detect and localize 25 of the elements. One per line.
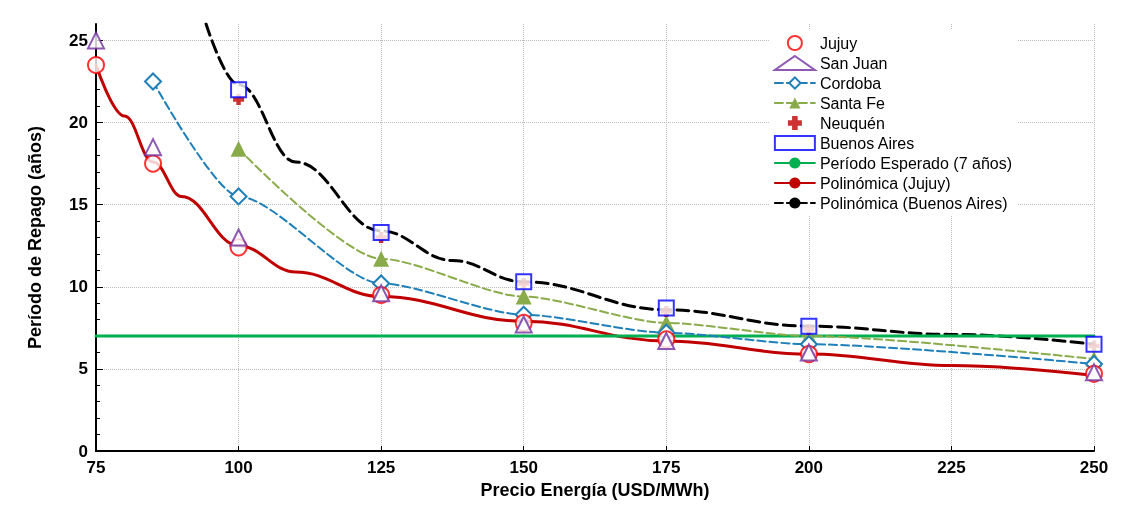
- x-tick-label: 100: [224, 458, 253, 477]
- y-tick-label: 15: [69, 195, 88, 215]
- legend-label: Polinómica (Jujuy): [819, 174, 951, 192]
- legend-label: San Juan: [819, 54, 888, 72]
- x-axis-title: Precio Energía (USD/MWh): [480, 480, 710, 500]
- legend-label: Cordoba: [819, 74, 882, 92]
- y-axis-title: Período de Repago (años): [25, 125, 45, 350]
- legend-label: Santa Fe: [819, 94, 885, 112]
- x-tick-label: 125: [366, 458, 396, 477]
- y-tick-label: 25: [69, 30, 88, 50]
- y-tick-label: 10: [69, 277, 88, 297]
- x-tick-label: 150: [509, 458, 538, 477]
- x-tick-label: 225: [937, 458, 966, 477]
- legend-label: Período Esperado (7 años): [819, 154, 1013, 172]
- x-tick-label: 175: [652, 458, 681, 477]
- legend-label: Jujuy: [819, 34, 858, 52]
- x-tick-label: 75: [86, 458, 106, 477]
- y-tick-label: 0: [78, 441, 88, 461]
- y-tick-label: 5: [78, 359, 88, 379]
- legend-label: Polinómica (Buenos Aires): [819, 194, 1008, 212]
- x-tick-label: 250: [1079, 458, 1109, 477]
- legend-label: Neuquén: [819, 114, 885, 132]
- legend-label: Buenos Aires: [819, 134, 915, 152]
- x-tick-label: 200: [794, 458, 824, 477]
- y-tick-label: 20: [69, 113, 88, 133]
